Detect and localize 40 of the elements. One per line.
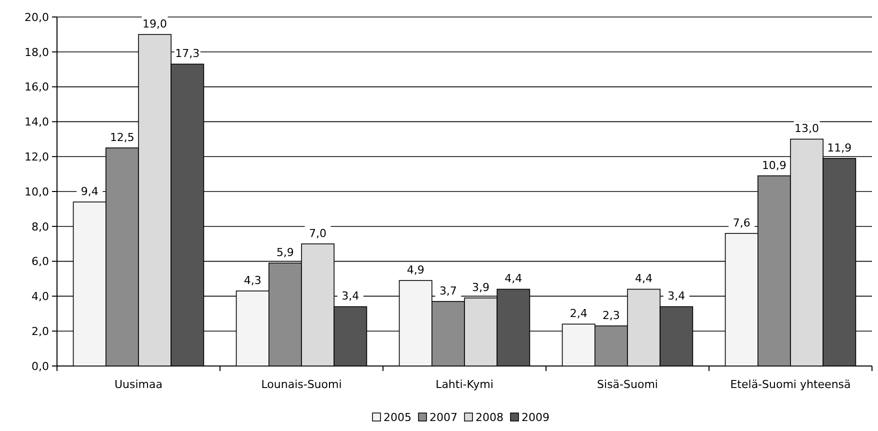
y-tick-label: 20,0: [24, 10, 49, 24]
legend-label: 2009: [522, 411, 550, 424]
legend-label: 2007: [430, 411, 458, 424]
y-tick-label: 0,0: [32, 360, 49, 373]
x-tick-label: Uusimaa: [114, 378, 163, 391]
y-tick-label: 18,0: [24, 46, 49, 59]
x-tick-label: Sisä-Suomi: [597, 378, 658, 391]
x-tick-label: Lounais-Suomi: [261, 378, 342, 391]
data-label: 4,3: [244, 274, 262, 287]
data-label: 3,4: [668, 290, 686, 303]
data-label: 17,3: [175, 47, 200, 60]
data-label: 3,9: [472, 280, 490, 294]
data-label: 13,0: [794, 122, 820, 136]
legend-label: 2005: [384, 411, 412, 424]
y-tick-label: 6,0: [32, 255, 49, 268]
data-label: 5,9: [276, 246, 294, 260]
data-label: 7,0: [309, 226, 327, 240]
data-label: 12,5: [110, 130, 134, 144]
data-label: 4,4: [504, 272, 522, 286]
data-label: 3,7: [439, 284, 457, 298]
data-label: 9,4: [80, 184, 98, 198]
data-label: 3,4: [342, 290, 360, 303]
y-tick-label: 2,0: [32, 324, 49, 338]
y-tick-label: 12,0: [24, 150, 49, 164]
data-label: 2,3: [602, 308, 620, 322]
data-label: 2,4: [570, 307, 588, 320]
data-label: 19,0: [142, 17, 168, 30]
data-label: 10,9: [762, 158, 786, 172]
x-tick-label: Lahti-Kymi: [436, 378, 494, 391]
y-tick-label: 16,0: [24, 80, 49, 94]
data-label: 4,9: [406, 263, 424, 276]
data-label: 11,9: [827, 141, 852, 154]
y-tick-label: 4,0: [32, 290, 49, 304]
legend-label: 2008: [476, 411, 504, 424]
y-tick-label: 14,0: [24, 116, 49, 129]
y-tick-label: 8,0: [32, 220, 49, 234]
y-tick-label: 10,0: [24, 185, 49, 198]
data-label: 4,4: [635, 272, 653, 286]
x-tick-label: Etelä-Suomi yhteensä: [730, 378, 851, 391]
data-label: 7,6: [732, 216, 750, 230]
